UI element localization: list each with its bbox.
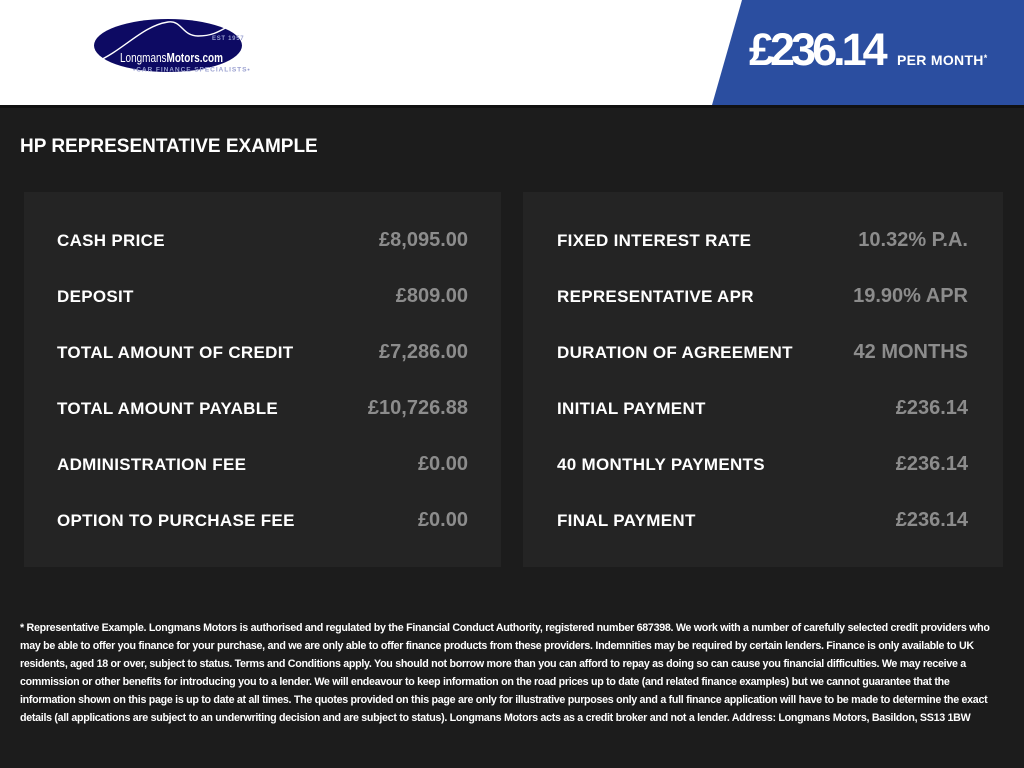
svg-text:LongmansMotors.com: LongmansMotors.com (120, 50, 223, 65)
svg-text:•CAR FINANCE SPECIALISTS•: •CAR FINANCE SPECIALISTS• (133, 67, 251, 74)
svg-text:EST 1957: EST 1957 (212, 36, 244, 42)
